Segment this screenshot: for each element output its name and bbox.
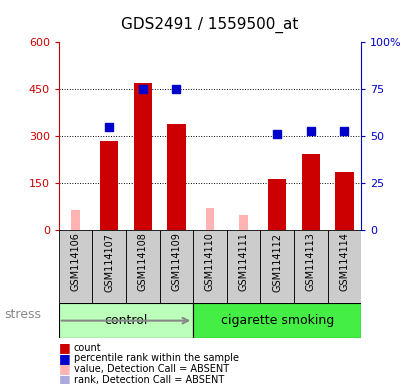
Text: percentile rank within the sample: percentile rank within the sample: [74, 353, 239, 363]
Text: GSM114112: GSM114112: [272, 233, 282, 291]
Bar: [71, 210, 80, 230]
Bar: [294, 230, 328, 303]
Text: control: control: [104, 314, 148, 327]
Text: ■: ■: [59, 341, 71, 354]
Bar: [193, 303, 361, 338]
Text: GSM114113: GSM114113: [306, 233, 316, 291]
Text: GSM114110: GSM114110: [205, 233, 215, 291]
Text: cigarette smoking: cigarette smoking: [220, 314, 334, 327]
Bar: [167, 124, 186, 230]
Bar: [193, 230, 227, 303]
Bar: [302, 154, 320, 230]
Text: GSM114107: GSM114107: [104, 233, 114, 291]
Bar: [92, 230, 126, 303]
Text: ■: ■: [59, 373, 71, 384]
Bar: [260, 230, 294, 303]
Bar: [160, 230, 193, 303]
Text: GSM114111: GSM114111: [239, 233, 249, 291]
Text: rank, Detection Call = ABSENT: rank, Detection Call = ABSENT: [74, 375, 224, 384]
Text: GSM114114: GSM114114: [339, 233, 349, 291]
Text: GSM114106: GSM114106: [71, 233, 81, 291]
Text: count: count: [74, 343, 101, 353]
Text: ■: ■: [59, 362, 71, 376]
Text: value, Detection Call = ABSENT: value, Detection Call = ABSENT: [74, 364, 228, 374]
Text: stress: stress: [4, 308, 41, 321]
Text: GSM114109: GSM114109: [171, 233, 181, 291]
Text: GSM114108: GSM114108: [138, 233, 148, 291]
Text: ■: ■: [59, 352, 71, 365]
Bar: [328, 230, 361, 303]
Bar: [126, 230, 160, 303]
Bar: [100, 141, 118, 230]
Bar: [59, 230, 92, 303]
Bar: [335, 172, 354, 230]
Bar: [206, 209, 214, 230]
Bar: [268, 179, 286, 230]
Text: GDS2491 / 1559500_at: GDS2491 / 1559500_at: [121, 17, 299, 33]
Bar: [59, 303, 193, 338]
Bar: [134, 83, 152, 230]
Bar: [239, 215, 248, 230]
Bar: [227, 230, 260, 303]
